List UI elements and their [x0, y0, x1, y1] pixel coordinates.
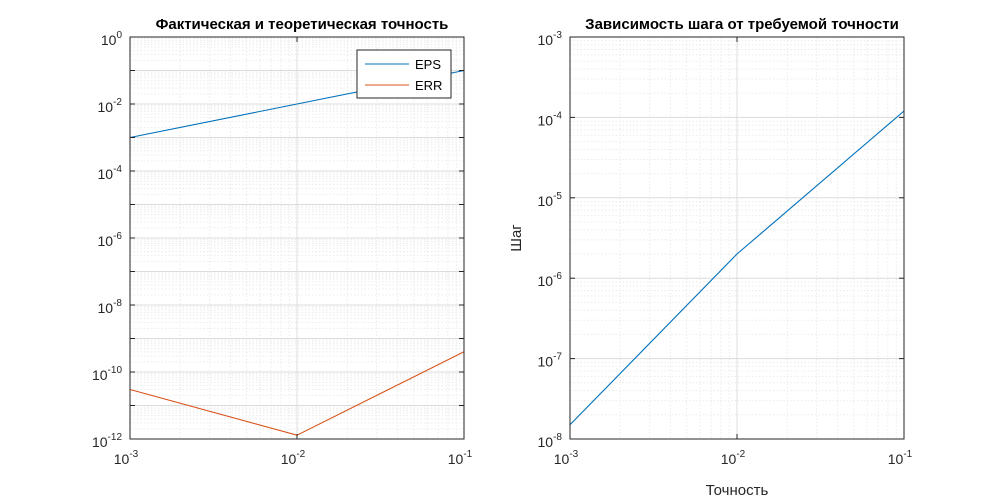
chart-panel-2: 10-3 10-2 10-1 10-8 10-7 10-6 10-5 10-4 10-3 Зави…: [508, 16, 913, 499]
y-axis-label: Шаг: [508, 224, 525, 252]
y-tick-label: 10-3: [538, 30, 563, 48]
chart-panel-1: 10-3 10-2 10-1 10-12 10-10 10-8 10-6 10-4 10-2 10…: [92, 16, 473, 467]
legend-label-eps: EPS: [415, 57, 441, 72]
y-tick-label: 10-8: [538, 432, 563, 450]
x-axis-label: Точность: [706, 482, 769, 499]
y-tick-label: 10-6: [98, 231, 123, 249]
y-tick-label: 10-6: [538, 271, 563, 289]
chart-title: Фактическая и теоретическая точность: [156, 16, 449, 33]
y-tick-label: 10-2: [98, 97, 123, 115]
tick-marks: [569, 36, 905, 440]
y-tick-label: 10-8: [98, 298, 123, 316]
y-tick-label: 10-12: [92, 432, 122, 450]
x-tick-label: 10-2: [281, 449, 306, 467]
y-tick-label: 10-5: [538, 191, 563, 209]
tick-marks: [129, 36, 465, 440]
legend: EPS ERR: [356, 49, 452, 99]
legend-label-err: ERR: [415, 78, 442, 93]
y-tick-label: 100: [101, 30, 123, 48]
x-tick-label: 10-1: [888, 449, 913, 467]
y-tick-label: 10-4: [98, 164, 123, 182]
legend-box: [356, 49, 452, 99]
x-tick-label: 10-2: [721, 449, 746, 467]
series-line-1: [569, 110, 905, 426]
y-tick-label: 10-4: [538, 110, 563, 128]
x-tick-label: 10-1: [448, 449, 473, 467]
y-tick-label: 10-7: [538, 352, 563, 370]
chart-title: Зависимость шага от требуемой точности: [585, 16, 899, 33]
x-tick-label: 10-3: [114, 449, 139, 467]
x-tick-label: 10-3: [554, 449, 579, 467]
y-tick-label: 10-10: [92, 365, 122, 383]
